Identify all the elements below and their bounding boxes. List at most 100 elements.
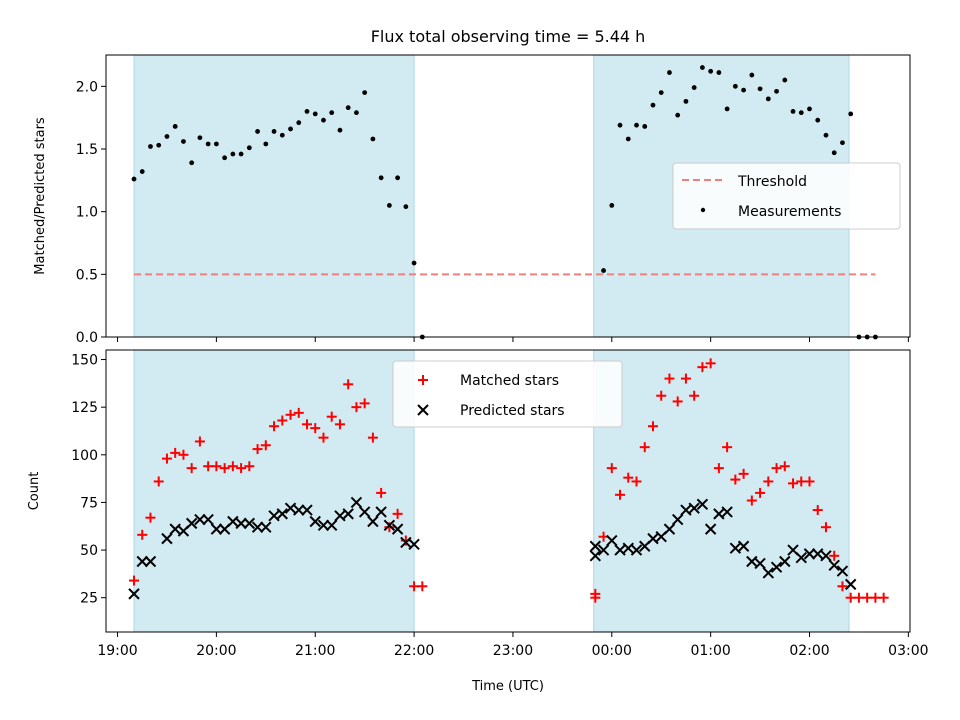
predicted-point <box>630 544 643 556</box>
matched-point <box>804 476 815 487</box>
predicted-point <box>128 588 140 600</box>
measurement-point <box>774 88 779 94</box>
measurement-point <box>279 132 285 138</box>
predicted-point <box>260 521 272 533</box>
predicted-point <box>309 515 321 528</box>
measurement-point <box>386 203 392 208</box>
predicted-point <box>597 544 610 556</box>
measurement-point <box>757 86 763 92</box>
predicted-point <box>276 508 288 520</box>
x-b <box>358 506 371 518</box>
bottom-y-tick-label: 150 <box>71 353 98 369</box>
predicted-point <box>161 532 173 545</box>
matched-point <box>326 411 337 422</box>
predicted-point <box>185 517 198 530</box>
matched-point <box>697 362 708 373</box>
x-b <box>762 567 775 579</box>
measurement-point <box>708 68 714 74</box>
matched-point <box>656 390 667 401</box>
x-b <box>729 542 742 554</box>
predicted-point <box>696 498 709 511</box>
predicted-point <box>836 565 849 577</box>
x-b <box>746 555 758 568</box>
matched-point <box>738 468 749 479</box>
measurement-point <box>296 120 302 126</box>
predicted-point <box>293 504 305 516</box>
x-b <box>606 534 618 547</box>
x-b <box>844 578 857 591</box>
measurement-point <box>189 160 195 166</box>
predicted-point <box>844 578 857 591</box>
matched-point <box>153 476 164 487</box>
x-b <box>251 521 264 533</box>
matched-point <box>606 463 617 474</box>
x-b <box>342 508 354 520</box>
predicted-point <box>268 510 280 522</box>
x-b <box>136 555 148 568</box>
predicted-point <box>729 542 742 554</box>
predicted-point <box>326 519 338 532</box>
predicted-point <box>671 513 684 526</box>
count-panel: 25 50 75 100 125 150 19:00 20:00 21:00 22:00 23:0… <box>27 349 929 694</box>
measurement-point <box>345 105 351 111</box>
top-y-tick-label: 0.5 <box>76 267 98 283</box>
top-y-tick-label: 1.5 <box>76 142 98 158</box>
matched-point <box>310 423 321 434</box>
measurement-point <box>354 110 359 116</box>
bottom-observing-windows <box>133 349 850 633</box>
bottom-x-tick-label: 00:00 <box>592 643 632 659</box>
legend-plus-glyph <box>418 375 428 385</box>
matched-point <box>343 379 354 390</box>
x-b <box>268 510 280 522</box>
x-b <box>276 508 288 520</box>
x-b <box>284 502 297 514</box>
predicted-point <box>400 536 412 549</box>
measurement-point <box>213 141 219 147</box>
x-b <box>589 550 602 562</box>
matched-point <box>590 588 601 599</box>
measurement-point <box>691 85 697 90</box>
predicted-point <box>820 550 832 562</box>
matched-point <box>351 402 362 413</box>
matched-point <box>376 487 387 498</box>
x-b <box>787 544 799 556</box>
x-b <box>754 557 766 570</box>
matched-point <box>771 463 782 474</box>
x-b <box>812 548 824 560</box>
predicted-point <box>284 502 297 514</box>
predicted-point <box>688 502 700 514</box>
x-b <box>597 544 610 556</box>
x-b <box>647 532 659 545</box>
predicted-point <box>317 519 330 532</box>
predicted-point <box>746 555 758 568</box>
measurement-point <box>683 98 689 104</box>
bottom-x-tick-label: 22:00 <box>394 643 434 659</box>
top-y-tick-label: 2.0 <box>76 79 98 95</box>
observing-window-1 <box>133 54 415 338</box>
bottom-y-tick-label: 125 <box>71 400 98 416</box>
measurement-point <box>255 129 260 134</box>
matched-point <box>285 409 296 420</box>
measurement-point <box>164 134 170 139</box>
matched-point <box>647 421 658 432</box>
legend-measurements-label: Measurements <box>738 204 841 220</box>
predicted-point <box>136 555 148 568</box>
matched-point <box>384 522 395 533</box>
predicted-point <box>342 508 354 520</box>
x-b <box>185 517 198 530</box>
matched-point <box>417 581 428 592</box>
measurement-point <box>205 141 211 147</box>
matched-point <box>293 407 304 418</box>
x-b <box>680 504 692 516</box>
matched-point <box>672 396 683 407</box>
predicted-point <box>375 506 387 518</box>
measurement-point <box>197 135 203 141</box>
top-x-ticks <box>117 337 909 342</box>
bottom-y-tick-label: 75 <box>80 495 98 511</box>
matched-point <box>763 476 774 487</box>
top-y-axis-label: Matched/Predicted stars <box>33 117 48 275</box>
x-b <box>737 540 750 552</box>
predicted-point <box>779 555 791 568</box>
measurement-point <box>411 260 417 266</box>
measurement-point <box>625 136 631 142</box>
